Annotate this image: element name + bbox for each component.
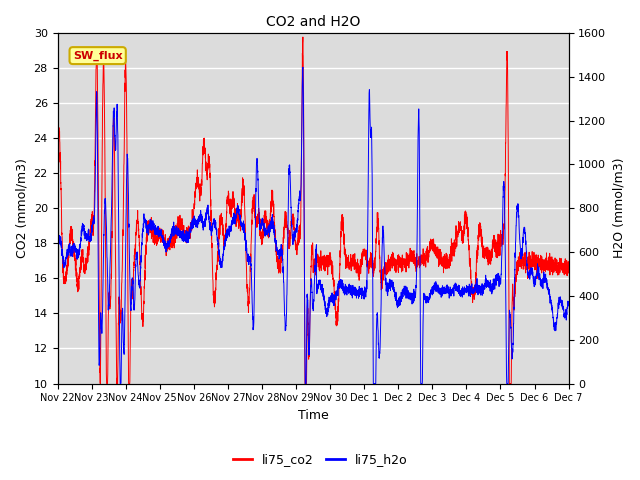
Y-axis label: CO2 (mmol/m3): CO2 (mmol/m3) — [15, 158, 28, 258]
Title: CO2 and H2O: CO2 and H2O — [266, 15, 360, 29]
li75_co2 — [524, 276, 532, 281]
li75_h2o — [296, 195, 304, 201]
li75_h2o — [549, 314, 557, 320]
li75_co2 — [54, 155, 61, 161]
Legend: li75_co2, li75_h2o: li75_co2, li75_h2o — [228, 448, 412, 471]
li75_co2 — [273, 249, 280, 255]
li75_h2o — [299, 64, 307, 70]
li75_h2o — [524, 272, 532, 278]
li75_h2o — [269, 212, 276, 217]
li75_h2o — [273, 238, 280, 243]
li75_co2 — [564, 270, 572, 276]
li75_co2 — [269, 194, 276, 200]
li75_h2o — [425, 297, 433, 303]
Line: li75_h2o: li75_h2o — [58, 67, 568, 384]
li75_h2o — [564, 299, 572, 304]
li75_co2 — [299, 34, 307, 40]
Line: li75_co2: li75_co2 — [58, 37, 568, 384]
li75_co2 — [425, 247, 433, 253]
li75_co2 — [296, 222, 304, 228]
li75_co2 — [549, 257, 557, 263]
li75_co2 — [97, 381, 104, 386]
Y-axis label: H2O (mmol/m3): H2O (mmol/m3) — [612, 158, 625, 259]
Text: SW_flux: SW_flux — [73, 50, 122, 61]
li75_h2o — [116, 381, 124, 386]
li75_h2o — [54, 233, 61, 239]
X-axis label: Time: Time — [298, 409, 328, 422]
